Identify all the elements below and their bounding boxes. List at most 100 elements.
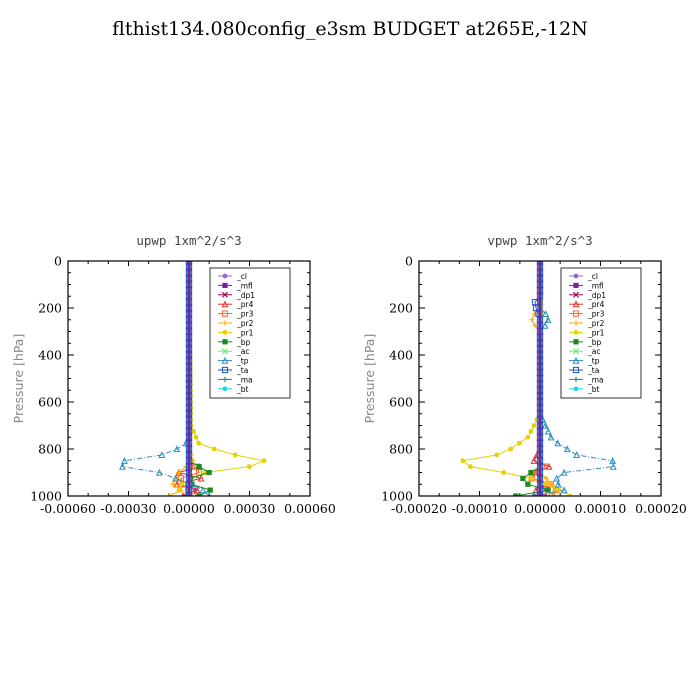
legend-marker <box>573 339 579 345</box>
data-point <box>460 458 466 464</box>
y-tick-label: 200 <box>38 301 62 316</box>
data-point <box>543 475 549 481</box>
data-point <box>196 493 202 496</box>
legend-label: _cl <box>587 272 598 281</box>
data-point <box>573 451 581 458</box>
data-point <box>544 427 552 435</box>
data-point <box>494 452 500 458</box>
plot-frame <box>67 260 311 497</box>
legend-marker <box>572 300 580 308</box>
data-point <box>563 445 571 453</box>
legend-marker <box>573 320 579 326</box>
data-point <box>542 421 549 429</box>
data-point <box>211 446 217 452</box>
legend-marker <box>221 356 229 364</box>
legend-marker <box>222 282 228 288</box>
data-point <box>508 446 514 452</box>
legend-marker <box>222 386 228 392</box>
legend-label: _mfl <box>236 281 253 290</box>
data-point <box>547 433 555 441</box>
legend-label: _ta <box>236 366 248 375</box>
x-tick-label: 0.00020 <box>635 501 687 516</box>
y-tick-label: 0 <box>54 254 62 269</box>
data-point <box>197 474 205 482</box>
x-tick-label: -0.00030 <box>101 501 157 516</box>
data-point <box>541 321 549 329</box>
legend-label: _ma <box>236 375 253 384</box>
x-tick-label: 0.00000 <box>163 501 215 516</box>
data-point <box>501 470 507 475</box>
y-tick-label: 200 <box>389 301 413 316</box>
x-tick-label: 0.00060 <box>284 501 336 516</box>
data-point <box>556 487 562 493</box>
data-point <box>232 452 238 458</box>
legend-label: _ac <box>236 347 249 356</box>
legend-marker <box>222 339 228 345</box>
y-tick-label: 800 <box>389 442 413 457</box>
data-point <box>178 481 184 487</box>
data-point <box>261 458 267 464</box>
y-tick-label: 1000 <box>381 489 413 504</box>
legend-marker <box>573 330 579 335</box>
data-point <box>121 457 128 464</box>
legend-marker <box>221 300 229 308</box>
chart-panel-1: upwp 1xm^2/s^3 Pressure [hPa] -0.00060 -0.0… <box>11 233 336 516</box>
data-point <box>207 487 213 493</box>
chart-panel-2: vpwp 1xm^2/s^3 Pressure [hPa] -0.00020 -0.0… <box>362 233 687 516</box>
data-point <box>528 428 534 434</box>
data-point <box>520 475 526 481</box>
data-point <box>193 434 199 440</box>
series-line-pr1 <box>461 261 571 496</box>
y-tick-label: 0 <box>405 254 413 269</box>
data-point <box>173 445 181 453</box>
legend-label: _ma <box>587 375 604 384</box>
data-point <box>542 310 550 317</box>
plot-frame <box>418 260 662 497</box>
data-point <box>170 481 176 487</box>
data-point <box>609 462 617 470</box>
data-point <box>531 423 537 428</box>
data-point <box>176 469 182 476</box>
legend-label: _pr4 <box>236 300 254 309</box>
data-point <box>525 434 531 440</box>
data-point <box>525 481 531 487</box>
legend-label: _ta <box>587 366 599 375</box>
y-tick-label: 400 <box>38 348 62 363</box>
data-point <box>545 487 551 493</box>
legend-label: _bt <box>587 385 600 394</box>
x-tick-label: 0.00030 <box>224 501 276 516</box>
legend-label: _pr1 <box>587 328 605 337</box>
data-point <box>609 457 617 464</box>
legend-label: _tp <box>587 357 600 366</box>
legend-label: _pr4 <box>587 300 605 309</box>
legend-marker <box>221 366 229 374</box>
legend-label: _pr3 <box>587 310 605 319</box>
data-point <box>155 468 163 476</box>
data-point <box>158 451 166 458</box>
series-line-tp <box>121 261 210 496</box>
plot-area <box>460 261 617 496</box>
legend-label: _bp <box>587 338 602 347</box>
data-point <box>246 464 252 470</box>
y-tick-label: 600 <box>38 395 62 410</box>
data-point <box>553 474 561 482</box>
legend-marker <box>572 356 580 364</box>
x-tick-label: -0.00060 <box>40 501 96 516</box>
legend: _cl_mfl_dp1_pr4_pr3_pr2_pr1_bp_ac_tp_ta_… <box>209 267 291 399</box>
data-point <box>528 469 534 476</box>
legend: _cl_mfl_dp1_pr4_pr3_pr2_pr1_bp_ac_tp_ta_… <box>560 267 642 399</box>
legend-marker <box>222 273 228 279</box>
data-point <box>172 474 180 482</box>
data-point <box>468 464 473 470</box>
data-point <box>206 469 212 476</box>
data-point <box>166 493 172 496</box>
y-tick-label: 800 <box>38 442 62 457</box>
legend-marker <box>222 291 228 298</box>
legend-marker <box>222 348 228 355</box>
legend-marker <box>221 310 229 317</box>
legend-label: _dp1 <box>587 291 606 300</box>
chart-title: upwp 1xm^2/s^3 <box>136 233 241 248</box>
legend-label: _pr1 <box>236 328 254 337</box>
data-point <box>544 316 552 323</box>
data-point <box>516 440 522 446</box>
